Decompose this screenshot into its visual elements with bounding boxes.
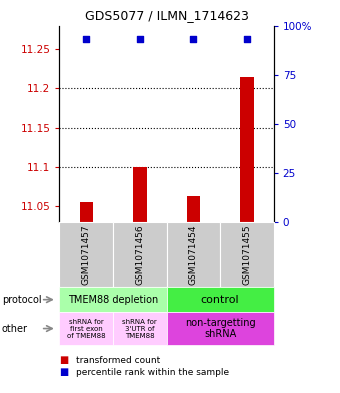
Text: ■: ■ bbox=[59, 355, 69, 365]
Text: percentile rank within the sample: percentile rank within the sample bbox=[76, 368, 230, 376]
Text: GSM1071454: GSM1071454 bbox=[189, 224, 198, 285]
Text: TMEM88 depletion: TMEM88 depletion bbox=[68, 295, 158, 305]
Text: GSM1071456: GSM1071456 bbox=[135, 224, 144, 285]
Text: GSM1071457: GSM1071457 bbox=[82, 224, 91, 285]
Bar bbox=[80, 202, 93, 222]
Bar bbox=[187, 196, 200, 222]
Point bbox=[244, 36, 250, 42]
Text: other: other bbox=[2, 323, 28, 334]
Text: ■: ■ bbox=[59, 367, 69, 377]
Text: non-targetting
shRNA: non-targetting shRNA bbox=[185, 318, 255, 339]
Point bbox=[137, 36, 142, 42]
Bar bbox=[133, 167, 147, 222]
Title: GDS5077 / ILMN_1714623: GDS5077 / ILMN_1714623 bbox=[85, 9, 249, 22]
Point bbox=[191, 36, 196, 42]
Bar bbox=[240, 77, 254, 222]
Text: shRNA for
first exon
of TMEM88: shRNA for first exon of TMEM88 bbox=[67, 319, 106, 338]
Text: shRNA for
3'UTR of
TMEM88: shRNA for 3'UTR of TMEM88 bbox=[122, 319, 157, 338]
Text: transformed count: transformed count bbox=[76, 356, 161, 365]
Text: GSM1071455: GSM1071455 bbox=[242, 224, 251, 285]
Text: protocol: protocol bbox=[2, 295, 41, 305]
Text: control: control bbox=[201, 295, 239, 305]
Point bbox=[84, 36, 89, 42]
